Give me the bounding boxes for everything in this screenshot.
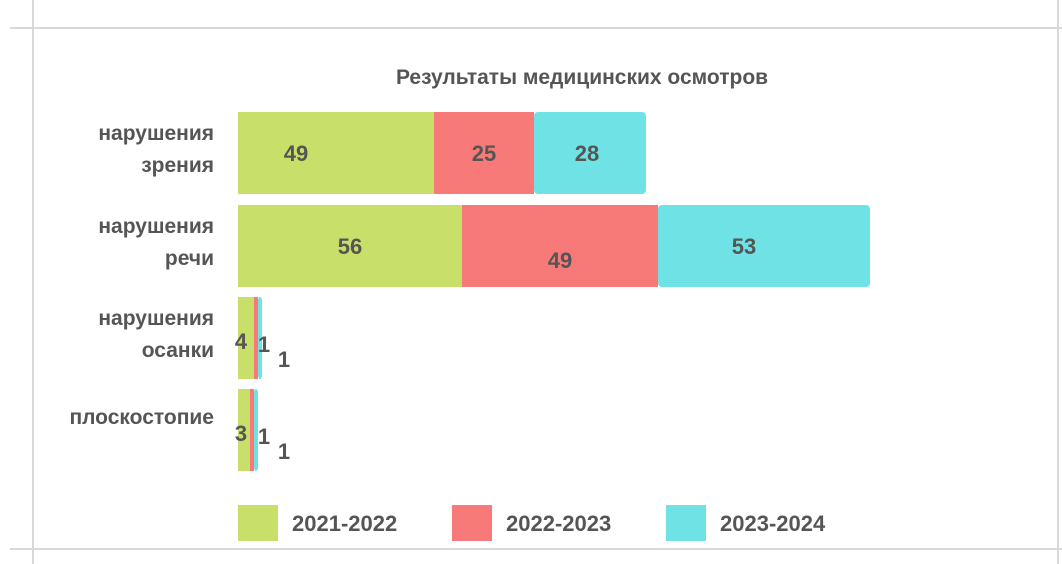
frame-line-top bbox=[10, 27, 1062, 29]
legend-label: 2021-2022 bbox=[292, 511, 397, 536]
bar-segment bbox=[258, 297, 262, 379]
value-label: 4 bbox=[235, 329, 248, 354]
bar-segment bbox=[254, 297, 258, 379]
frame-line-right bbox=[1057, 0, 1059, 564]
bar-segment bbox=[434, 112, 534, 194]
category-label: осанки bbox=[142, 339, 214, 362]
category-labels: нарушения зрения нарушения речи нарушения оса… bbox=[69, 122, 214, 429]
bar-segment bbox=[534, 112, 646, 194]
value-label: 56 bbox=[338, 234, 362, 259]
bar-segment bbox=[254, 389, 258, 471]
bar-segment bbox=[238, 297, 254, 379]
legend-swatch bbox=[452, 505, 492, 541]
bar-segment bbox=[462, 205, 658, 287]
category-label: нарушения bbox=[98, 307, 214, 330]
value-label: 1 bbox=[278, 439, 290, 464]
value-label: 3 bbox=[235, 421, 247, 446]
value-label: 1 bbox=[258, 424, 270, 449]
bar-segment bbox=[238, 389, 250, 471]
bar-segment bbox=[238, 205, 462, 287]
value-label: 53 bbox=[732, 234, 756, 259]
value-label: 49 bbox=[548, 248, 572, 273]
value-label: 49 bbox=[284, 141, 308, 166]
chart-title: Результаты медицинских осмотров bbox=[396, 66, 768, 89]
value-label: 1 bbox=[258, 332, 270, 357]
legend-label: 2023-2024 bbox=[720, 511, 826, 536]
legend-swatch bbox=[238, 505, 278, 541]
legend-label: 2022-2023 bbox=[506, 511, 611, 536]
bar-segment bbox=[658, 205, 870, 287]
category-label: речи bbox=[165, 247, 214, 270]
legend: 2021-2022 2022-2023 2023-2024 bbox=[238, 505, 826, 541]
category-label: нарушения bbox=[98, 122, 214, 145]
value-label: 28 bbox=[575, 141, 599, 166]
frame-line-bottom bbox=[10, 548, 1062, 550]
bar-segment bbox=[238, 112, 434, 194]
legend-swatch bbox=[666, 505, 706, 541]
category-label: нарушения bbox=[98, 215, 214, 238]
category-label: плоскостопие bbox=[69, 406, 214, 429]
value-label: 25 bbox=[472, 141, 496, 166]
category-label: зрения bbox=[141, 154, 214, 177]
bars bbox=[238, 112, 870, 471]
frame-line-left bbox=[32, 0, 34, 564]
bar-segment bbox=[250, 389, 254, 471]
value-label: 1 bbox=[278, 347, 290, 372]
